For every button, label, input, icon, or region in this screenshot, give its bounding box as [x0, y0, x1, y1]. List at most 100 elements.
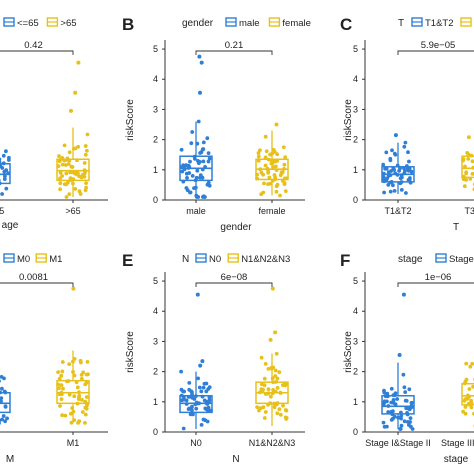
- data-point: [201, 147, 206, 152]
- x-tick-label: <=65: [0, 206, 4, 216]
- x-tick-label: Stage I&Stage II: [365, 438, 431, 448]
- data-point: [196, 376, 201, 381]
- data-point: [5, 416, 9, 421]
- outlier-point: [199, 60, 204, 65]
- data-point: [179, 369, 184, 374]
- box-2: [461, 361, 474, 428]
- box-2: [56, 60, 90, 199]
- x-axis-label: N: [232, 454, 239, 465]
- y-tick-label: 4: [153, 306, 158, 316]
- y-tick-label: 5: [153, 44, 158, 54]
- x-axis-label: age: [2, 220, 19, 231]
- data-point: [77, 393, 82, 398]
- data-point: [67, 150, 72, 155]
- p-value-label: 6e−08: [221, 272, 248, 283]
- data-point: [76, 421, 80, 425]
- data-point: [80, 376, 84, 381]
- data-point: [466, 157, 471, 161]
- legend-label: N0: [209, 254, 221, 265]
- box-iqr: [461, 155, 474, 179]
- data-point: [58, 170, 63, 175]
- legend-label: >65: [60, 18, 76, 29]
- outlier-point: [69, 108, 73, 113]
- data-point: [282, 162, 287, 167]
- data-point: [75, 385, 80, 390]
- p-value-label: 1e−06: [425, 272, 452, 283]
- y-tick-label: 5: [353, 44, 358, 54]
- x-tick-label: male: [186, 206, 206, 216]
- data-point: [201, 385, 206, 390]
- legend-key-1: T1&T2: [411, 17, 454, 29]
- data-point: [260, 382, 264, 387]
- outlier-point: [197, 54, 202, 59]
- data-point: [4, 168, 9, 173]
- data-point: [64, 171, 69, 176]
- box-1: [381, 133, 415, 195]
- data-point: [64, 195, 69, 199]
- data-point: [263, 362, 268, 366]
- data-point: [388, 156, 393, 161]
- data-point: [196, 119, 201, 124]
- outlier-point: [270, 286, 275, 291]
- data-point: [192, 186, 196, 191]
- y-axis-label: riskScore: [125, 99, 136, 141]
- data-point: [196, 161, 201, 166]
- data-point: [268, 181, 272, 186]
- data-point: [398, 427, 403, 431]
- data-point: [199, 423, 204, 427]
- box-1: [0, 149, 11, 196]
- data-point: [60, 369, 65, 374]
- data-point: [382, 399, 387, 404]
- data-point: [0, 192, 5, 196]
- data-point: [273, 374, 278, 378]
- data-point: [84, 185, 88, 190]
- legend-title: T: [398, 18, 404, 29]
- data-point: [266, 387, 271, 392]
- data-point: [399, 188, 404, 192]
- x-tick-label: >65: [65, 206, 80, 216]
- p-value-label: 0.21: [225, 40, 244, 51]
- data-point: [191, 412, 195, 417]
- data-point: [3, 174, 7, 179]
- data-point: [201, 140, 206, 145]
- significance-bracket: [195, 282, 273, 287]
- data-point: [84, 406, 89, 411]
- data-point: [274, 351, 279, 356]
- y-tick-label: 1: [153, 397, 158, 407]
- data-point: [268, 152, 272, 157]
- outlier-point: [401, 292, 406, 297]
- data-point: [385, 391, 390, 396]
- data-point: [275, 376, 280, 381]
- data-point: [271, 147, 276, 152]
- data-point: [58, 176, 62, 181]
- x-tick-label: female: [258, 206, 285, 216]
- data-point: [59, 373, 64, 378]
- data-point: [68, 176, 73, 181]
- data-point: [57, 386, 61, 391]
- data-point: [194, 406, 199, 411]
- data-point: [3, 404, 8, 409]
- data-point: [263, 410, 268, 414]
- data-point: [190, 408, 194, 413]
- data-point: [56, 370, 60, 374]
- box-1: [381, 292, 415, 431]
- box-iqr: [381, 395, 415, 415]
- data-point: [381, 420, 386, 425]
- data-point: [0, 178, 1, 182]
- data-point: [182, 397, 187, 402]
- data-point: [85, 360, 90, 364]
- data-point: [278, 173, 283, 178]
- data-point: [72, 394, 77, 399]
- data-point: [60, 413, 64, 418]
- data-point: [277, 370, 282, 375]
- data-point: [63, 163, 68, 167]
- data-point: [275, 152, 279, 157]
- data-point: [261, 405, 266, 410]
- data-point: [278, 412, 283, 417]
- legend-label: T1&T2: [425, 18, 454, 29]
- x-tick-label: N1&N2&N3: [249, 438, 296, 448]
- box-2: [56, 286, 90, 425]
- data-point: [179, 387, 184, 392]
